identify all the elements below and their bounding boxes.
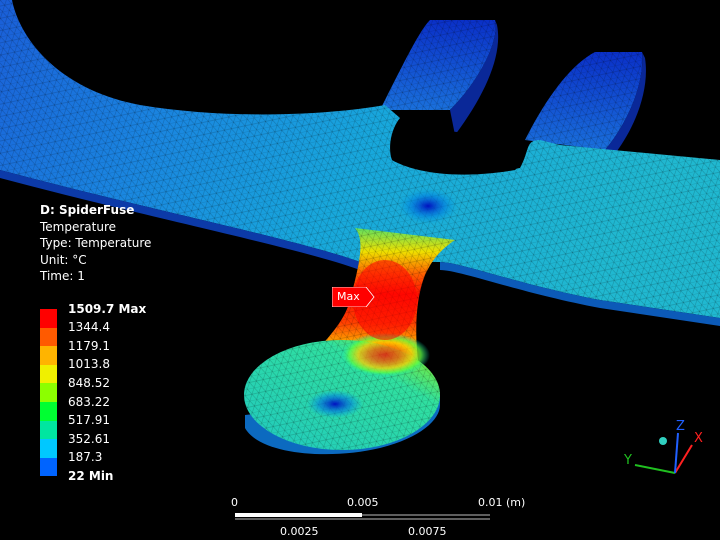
triad-z-label: Z: [676, 419, 685, 434]
result-name: Temperature: [40, 219, 117, 234]
main-plate: [0, 0, 720, 326]
legend-level-label: 187.3: [68, 450, 103, 464]
triad-y-label: Y: [624, 453, 632, 468]
legend-swatch: [40, 346, 57, 365]
result-type: Type: Temperature: [40, 236, 152, 250]
legend-swatch: [40, 402, 57, 421]
legend-min-label: 22 Min: [68, 469, 114, 483]
model-title: D: SpiderFuse: [40, 203, 135, 217]
result-unit: Unit: °C: [40, 252, 87, 267]
legend-swatch: [40, 439, 57, 458]
upper-tab-left: [380, 20, 499, 135]
legend-level-label: 1344.4: [68, 320, 110, 334]
legend-level-label: 352.61: [68, 432, 110, 446]
legend-level-label: 683.22: [68, 395, 110, 409]
max-tag-label: Max: [337, 290, 360, 303]
axis-triad[interactable]: X Y Z: [610, 415, 710, 485]
result-time: Time: 1: [40, 269, 85, 283]
legend-swatch: [40, 420, 57, 440]
legend-level-label: 848.52: [68, 376, 110, 390]
triad-axes: [634, 432, 693, 474]
legend-level-label: 1179.1: [68, 339, 110, 353]
legend-level-label: 517.91: [68, 413, 110, 427]
fuse-bulb: [244, 333, 440, 455]
triad-x-label: X: [694, 431, 703, 446]
hot-spot: [353, 260, 417, 340]
legend-swatch: [40, 309, 57, 328]
legend-swatch: [40, 327, 57, 347]
max-tag-shape: [331, 286, 375, 308]
legend-swatch: [40, 457, 57, 477]
legend-swatch: [40, 364, 57, 384]
legend-swatch: [40, 383, 57, 402]
upper-tab-right: [525, 52, 646, 160]
result-info-panel: D: SpiderFuse Temperature Type: Temperat…: [40, 202, 151, 285]
triad-iso-ball: [659, 437, 667, 445]
max-probe-tag[interactable]: Max: [331, 286, 376, 311]
legend-level-label: 1013.8: [68, 357, 110, 371]
legend-max-label: 1509.7 Max: [68, 302, 147, 316]
cool-spot-upper: [398, 188, 458, 224]
